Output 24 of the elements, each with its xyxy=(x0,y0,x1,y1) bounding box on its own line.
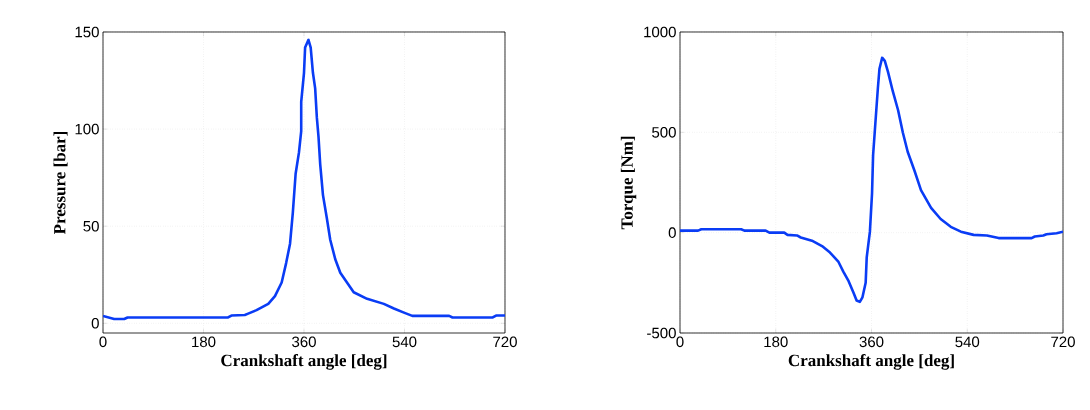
x-tick-label: 180 xyxy=(192,336,216,348)
x-tick-label: 0 xyxy=(676,336,684,348)
y-tick-label: -500 xyxy=(647,327,676,339)
line-series xyxy=(103,38,505,321)
x-tick-label: 180 xyxy=(764,336,788,348)
x-tick-label: 360 xyxy=(292,336,316,348)
y-axis-title: Torque [Nm] xyxy=(620,136,637,230)
x-tick-label: 360 xyxy=(859,336,884,348)
y-tick-label: 50 xyxy=(83,220,99,232)
x-axis-title: Crankshaft angle [deg] xyxy=(221,354,387,370)
y-tick-label: 0 xyxy=(668,227,676,238)
y-tick-label: 500 xyxy=(652,127,676,138)
x-axis-title: Crankshaft angle [deg] xyxy=(788,354,954,370)
x-tick-label: 540 xyxy=(392,336,417,348)
x-tick-label: 0 xyxy=(99,336,107,348)
y-tick-label: 1000 xyxy=(644,26,676,38)
x-tick-label: 720 xyxy=(1051,336,1075,348)
x-tick-label: 720 xyxy=(493,336,517,348)
y-tick-label: 100 xyxy=(75,123,99,135)
line-series xyxy=(680,56,1063,304)
y-tick-label: 0 xyxy=(91,317,99,329)
y-tick-label: 150 xyxy=(75,26,99,38)
y-axis-title: Pressure [bar] xyxy=(53,131,68,235)
x-tick-label: 540 xyxy=(955,336,980,348)
